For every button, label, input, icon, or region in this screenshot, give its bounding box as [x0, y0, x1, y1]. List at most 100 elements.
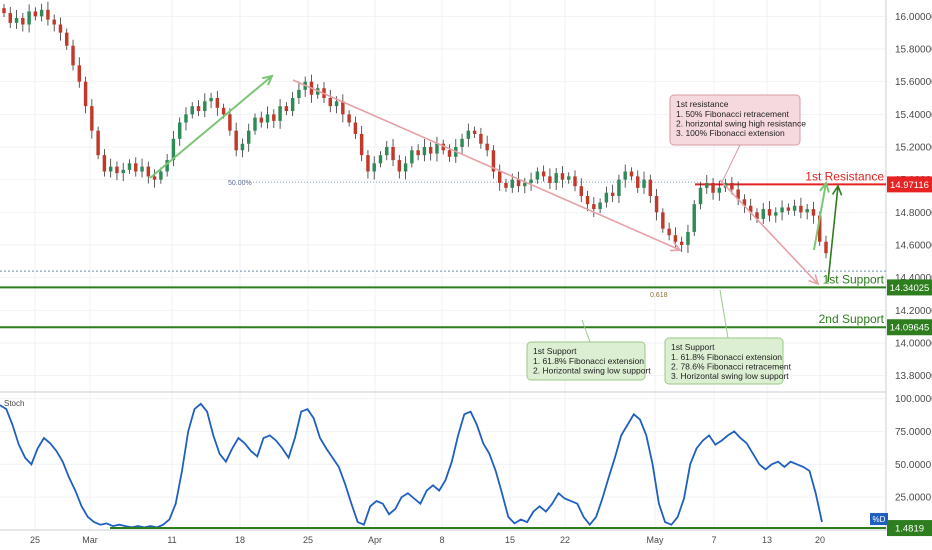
candle-body — [265, 114, 270, 123]
stochastic-pane: Stoch %D 1.4819 — [0, 399, 932, 537]
candle-body — [774, 212, 778, 216]
candle-body — [184, 114, 188, 123]
candle-body — [497, 171, 502, 183]
candle-body — [479, 133, 483, 144]
callout-box — [669, 94, 801, 146]
level-label: 1st Support — [823, 272, 885, 286]
candle-body — [579, 186, 584, 196]
candle-body — [673, 235, 678, 242]
callout-pointer — [721, 144, 741, 183]
candle-body — [171, 138, 176, 161]
candle-body — [491, 150, 496, 172]
candle-body — [428, 147, 433, 154]
callout-line: 1. 61.8% Fibonacci extension — [671, 352, 782, 362]
candle-body — [253, 117, 257, 131]
candle-body — [102, 155, 107, 172]
price-tick-label: 15.80000 — [895, 45, 932, 56]
candle-body — [598, 202, 602, 210]
candle-body — [14, 17, 19, 23]
candle-body — [397, 160, 402, 172]
candle-body — [686, 231, 690, 245]
price-tick-label: 14.20000 — [895, 306, 932, 317]
grid-lines — [0, 0, 886, 530]
candle-body — [654, 196, 659, 213]
candle-body — [472, 130, 477, 134]
candle-body — [259, 117, 263, 123]
candle-body — [77, 65, 82, 82]
candle-body — [21, 17, 25, 25]
candle-body — [328, 98, 333, 107]
price-tick-label: 14.80000 — [895, 208, 932, 219]
candle-body — [567, 176, 571, 180]
callout-line: 3. 100% Fibonacci extension — [676, 128, 785, 138]
level-price-tag — [887, 279, 932, 296]
callout-pointer — [581, 319, 591, 343]
stoch-tick-label: 25.0000 — [895, 493, 932, 504]
bounce-arrow — [827, 185, 839, 283]
candle-body — [548, 176, 552, 183]
candle-body — [705, 182, 709, 188]
candle-body — [516, 179, 521, 187]
candle-body — [359, 133, 364, 156]
price-tick-label: 14.40000 — [895, 273, 932, 284]
horizontal-levels: 50.00% 0.618 1st Resistance 14.97116 1st Sup… — [0, 169, 932, 336]
candle-body — [717, 187, 722, 193]
fib-618-label: 0.618 — [650, 292, 668, 299]
level-label: 2nd Support — [819, 312, 885, 326]
price-tick-label: 14.00000 — [895, 339, 932, 350]
candle-body — [523, 182, 527, 187]
candle-body — [33, 11, 38, 17]
candle-body — [573, 176, 577, 187]
candle-body — [554, 173, 558, 183]
candle-body — [742, 199, 747, 206]
candle-body — [221, 107, 226, 115]
candle-body — [108, 166, 113, 172]
candle-body — [529, 179, 533, 183]
time-tick-label: Mar — [82, 535, 98, 545]
candle-body — [730, 182, 734, 190]
fib-50-label: 50.00% — [228, 180, 252, 187]
candle-body — [792, 205, 797, 211]
candle-body — [403, 163, 408, 172]
candle-body — [203, 101, 207, 112]
candle-body — [297, 89, 301, 98]
stoch-label: Stoch — [4, 399, 24, 408]
candle-body — [215, 98, 220, 108]
stoch-axis: 100.0000 75.0000 50.0000 25.0000 — [895, 394, 932, 504]
level-price-tag — [887, 319, 932, 336]
stoch-tick-label: 75.0000 — [895, 427, 932, 438]
candle-body — [767, 209, 772, 216]
level-price-tag-text: 14.09645 — [890, 323, 930, 334]
candle-body — [140, 166, 144, 172]
price-tick-label: 15.40000 — [895, 110, 932, 121]
time-tick-label: Apr — [368, 535, 382, 545]
candle-body — [190, 106, 194, 115]
green-arrow-small-head — [819, 180, 830, 193]
level-price-tag — [887, 176, 932, 193]
stoch-series-tag — [870, 513, 888, 526]
time-tick-label: 25 — [30, 535, 40, 545]
candle-body — [636, 176, 640, 188]
candle-body — [39, 9, 44, 17]
candle-body — [441, 143, 445, 151]
candle-body — [284, 106, 289, 112]
candle-body — [504, 182, 508, 188]
candle-body — [460, 138, 464, 147]
candle-body — [667, 228, 671, 236]
candle-body — [272, 114, 276, 121]
candle-body — [341, 101, 345, 115]
time-tick-label: 11 — [167, 535, 176, 545]
candle-body — [610, 192, 615, 196]
candle-body — [466, 130, 471, 139]
candle-body — [623, 171, 627, 180]
candle-body — [372, 163, 376, 172]
candle-body — [824, 241, 828, 254]
price-tick-label: 14.60000 — [895, 241, 932, 252]
price-tick-label: 15.60000 — [895, 77, 932, 88]
candle-body — [748, 205, 753, 213]
candle-body — [378, 155, 383, 164]
level-price-tag-text: 14.34025 — [890, 283, 930, 294]
time-tick-label: 20 — [815, 535, 825, 545]
candle-body — [58, 24, 63, 33]
